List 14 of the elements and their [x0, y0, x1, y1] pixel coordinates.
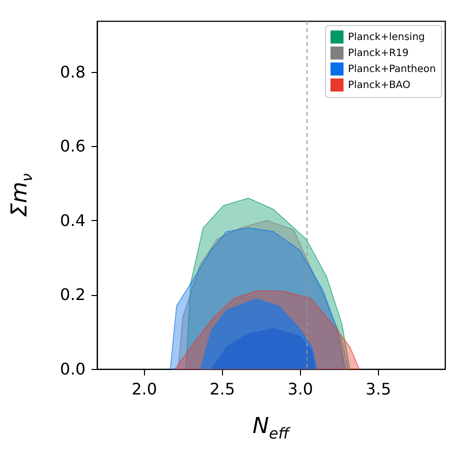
legend-label: Planck+Pantheon	[348, 64, 436, 75]
x-tick-label: 2.0	[132, 380, 158, 398]
legend-label: Planck+BAO	[348, 80, 410, 91]
x-tick-label: 3.0	[288, 380, 314, 398]
x-tick-label: 3.5	[366, 380, 392, 398]
y-tick-label: 0.8	[60, 62, 86, 82]
legend-label: Planck+lensing	[348, 32, 425, 43]
y-tick-label: 0.0	[60, 360, 86, 378]
y-tick-label: 0.2	[60, 285, 86, 304]
legend-label: Planck+R19	[348, 48, 409, 59]
y-tick-label: 0.4	[60, 210, 86, 230]
x-axis-title: N$_{eff}$	[252, 414, 290, 442]
x-tick-label: 2.5	[210, 380, 236, 398]
y-tick-label: 0.6	[60, 136, 86, 156]
